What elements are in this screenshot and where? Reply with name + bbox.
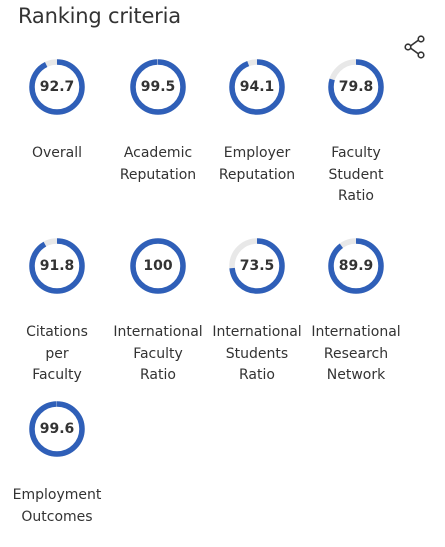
- criterion-item: 89.9 International Research Network: [306, 237, 406, 387]
- criterion-label: Faculty Student Ratio: [328, 145, 384, 204]
- score-ring: 79.8: [327, 58, 385, 116]
- criterion-label: Employer Reputation: [218, 145, 296, 183]
- score-ring: 99.6: [28, 400, 86, 458]
- criterion-item: 73.5 International Students Ratio: [207, 237, 307, 387]
- ring-fill: [328, 59, 384, 115]
- score-ring: 100: [129, 237, 187, 295]
- ring-fill: [29, 401, 85, 457]
- ring-fill: [229, 238, 285, 294]
- criterion-label: Overall: [31, 145, 83, 161]
- criterion-item: 94.1 Employer Reputation: [207, 58, 307, 186]
- criterion-item: 92.7 Overall: [7, 58, 107, 165]
- score-value: 92.7: [39, 79, 75, 95]
- ring-fill: [229, 59, 285, 115]
- criterion-label: International Students Ratio: [212, 324, 302, 383]
- share-icon[interactable]: [403, 35, 427, 59]
- score-value: 73.5: [239, 258, 275, 274]
- criterion-label: Citations per Faculty: [26, 324, 88, 383]
- score-value: 91.8: [39, 258, 75, 274]
- score-ring: 89.9: [327, 237, 385, 295]
- ring-fill: [29, 238, 85, 294]
- criterion-item: 91.8 Citations per Faculty: [7, 237, 107, 387]
- score-value: 94.1: [239, 79, 275, 95]
- score-value: 79.8: [338, 79, 374, 95]
- criterion-label: International Research Network: [311, 324, 401, 383]
- score-ring: 92.7: [28, 58, 86, 116]
- score-ring: 94.1: [228, 58, 286, 116]
- ring-fill: [328, 238, 384, 294]
- criterion-label: International Faculty Ratio: [113, 324, 203, 383]
- score-ring: 91.8: [28, 237, 86, 295]
- score-value: 99.5: [140, 79, 176, 95]
- score-value: 100: [143, 258, 173, 274]
- score-value: 99.6: [39, 421, 75, 437]
- page-title: Ranking criteria: [18, 4, 181, 28]
- ring-fill: [130, 59, 186, 115]
- ring-fill: [29, 59, 85, 115]
- ring-fill: [130, 238, 186, 294]
- criterion-item: 99.6 Employment Outcomes: [7, 400, 107, 528]
- criterion-label: Employment Outcomes: [12, 487, 102, 525]
- criterion-item: 99.5 Academic Reputation: [108, 58, 208, 186]
- score-ring: 99.5: [129, 58, 187, 116]
- criterion-item: 79.8 Faculty Student Ratio: [306, 58, 406, 208]
- criterion-label: Academic Reputation: [119, 145, 197, 183]
- score-value: 89.9: [338, 258, 374, 274]
- score-ring: 73.5: [228, 237, 286, 295]
- criterion-item: 100 International Faculty Ratio: [108, 237, 208, 387]
